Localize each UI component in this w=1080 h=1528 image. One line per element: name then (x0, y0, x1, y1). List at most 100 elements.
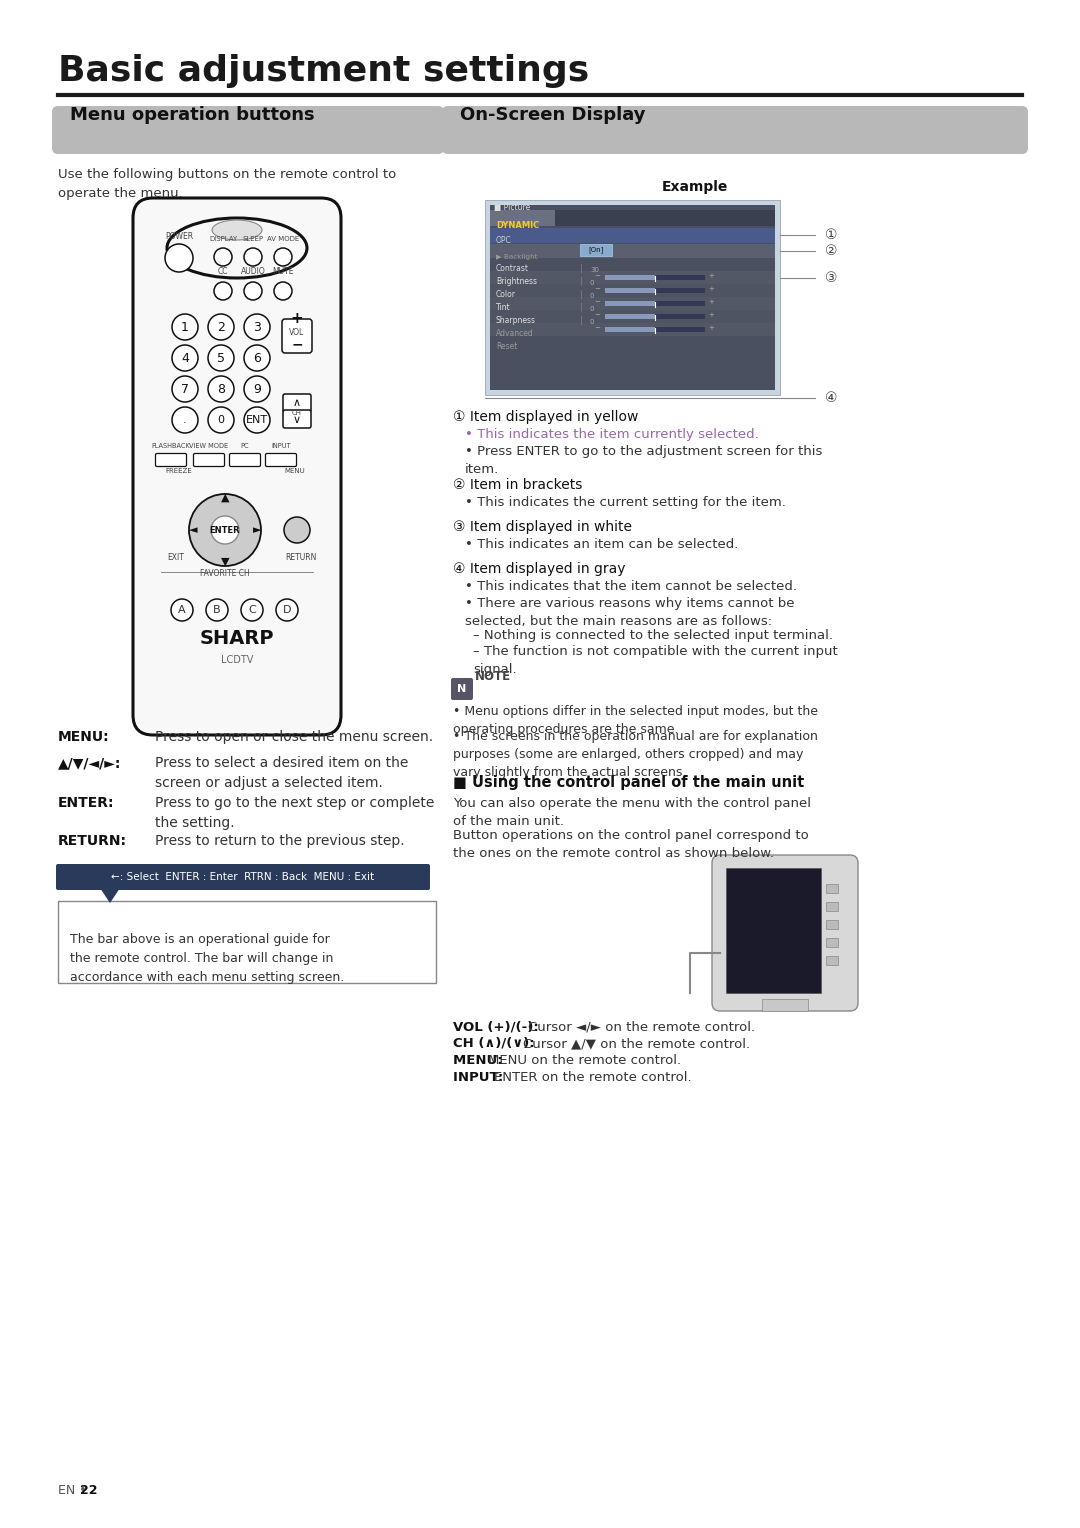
FancyBboxPatch shape (156, 454, 187, 466)
Text: ENTER: ENTER (210, 526, 241, 535)
Text: 0: 0 (217, 416, 225, 425)
Text: • The screens in the operation manual are for explanation
purposes (some are enl: • The screens in the operation manual ar… (453, 730, 818, 779)
Text: [On]: [On] (589, 246, 604, 254)
Text: AUDIO: AUDIO (241, 267, 266, 277)
Text: .: . (184, 416, 187, 425)
Text: Button operations on the control panel correspond to
the ones on the remote cont: Button operations on the control panel c… (453, 830, 809, 860)
Text: ←: Select  ENTER : Enter  RTRN : Back  MENU : Exit: ←: Select ENTER : Enter RTRN : Back MENU… (111, 872, 375, 882)
FancyBboxPatch shape (193, 454, 225, 466)
Text: |: | (580, 277, 582, 286)
Text: Example: Example (662, 180, 728, 194)
Text: 5: 5 (217, 351, 225, 365)
Text: ▼: ▼ (220, 558, 229, 567)
Text: INPUT:: INPUT: (453, 1071, 508, 1083)
Text: |: | (580, 290, 582, 299)
Text: B: B (213, 605, 220, 614)
Text: CC: CC (218, 267, 228, 277)
Bar (605, 313, 705, 319)
Polygon shape (100, 888, 120, 903)
Circle shape (244, 345, 270, 371)
Text: ■ Using the control panel of the main unit: ■ Using the control panel of the main un… (453, 775, 805, 790)
Text: Sharpness: Sharpness (496, 316, 536, 325)
Ellipse shape (212, 220, 262, 240)
FancyBboxPatch shape (712, 856, 858, 1012)
Circle shape (171, 599, 193, 620)
Text: Press to select a desired item on the
screen or adjust a selected item.: Press to select a desired item on the sc… (156, 756, 408, 790)
Bar (490, 296, 775, 310)
Circle shape (244, 248, 262, 266)
Circle shape (244, 406, 270, 432)
Circle shape (241, 599, 264, 620)
Text: +: + (708, 274, 714, 280)
Text: You can also operate the menu with the control panel
of the main unit.: You can also operate the menu with the c… (453, 798, 811, 828)
Circle shape (172, 376, 198, 402)
Text: ②: ② (825, 244, 837, 258)
Text: ③: ③ (825, 270, 837, 286)
Text: 9: 9 (253, 382, 261, 396)
Text: NOTE: NOTE (475, 669, 511, 683)
FancyBboxPatch shape (266, 454, 297, 466)
Text: INPUT: INPUT (271, 443, 291, 449)
FancyBboxPatch shape (229, 454, 260, 466)
Circle shape (208, 376, 234, 402)
Text: +: + (708, 299, 714, 306)
Text: MUTE: MUTE (272, 267, 294, 277)
Text: EN •: EN • (58, 1484, 91, 1497)
Text: −: − (594, 325, 600, 332)
Text: Use the following buttons on the remote control to
operate the menu.: Use the following buttons on the remote … (58, 168, 396, 200)
Circle shape (172, 313, 198, 341)
Circle shape (189, 494, 261, 565)
Text: RETURN:: RETURN: (58, 834, 127, 848)
Text: ENT: ENT (246, 416, 268, 425)
Bar (826, 902, 838, 911)
Text: −: − (594, 274, 600, 280)
Text: VOL: VOL (289, 327, 305, 336)
Bar (490, 270, 775, 284)
FancyBboxPatch shape (56, 863, 430, 889)
Text: Contrast: Contrast (496, 264, 529, 274)
Bar (726, 868, 821, 993)
Text: The bar above is an operational guide for
the remote control. The bar will chang: The bar above is an operational guide fo… (70, 934, 345, 984)
Text: DISPLAY: DISPLAY (208, 235, 238, 241)
Bar (605, 301, 654, 306)
Bar (826, 885, 838, 892)
FancyBboxPatch shape (133, 199, 341, 735)
FancyBboxPatch shape (282, 319, 312, 353)
Bar (490, 322, 775, 336)
FancyBboxPatch shape (283, 410, 311, 428)
Bar (605, 287, 654, 293)
Text: MENU:: MENU: (453, 1054, 508, 1067)
Text: Menu operation buttons: Menu operation buttons (70, 105, 314, 124)
Text: N: N (457, 685, 467, 694)
Circle shape (165, 244, 193, 272)
Text: • Press ENTER to go to the adjustment screen for this
item.: • Press ENTER to go to the adjustment sc… (465, 445, 822, 477)
FancyBboxPatch shape (52, 105, 444, 154)
Text: Press to go to the next step or complete
the setting.: Press to go to the next step or complete… (156, 796, 434, 830)
FancyBboxPatch shape (442, 105, 1028, 154)
Text: 7: 7 (181, 382, 189, 396)
Text: ▲/▼/◄/►:: ▲/▼/◄/►: (58, 756, 121, 770)
Text: MENU: MENU (285, 468, 306, 474)
Bar (490, 228, 775, 243)
Text: +: + (708, 325, 714, 332)
Text: ∧: ∧ (293, 397, 301, 408)
Text: D: D (283, 605, 292, 614)
Bar (490, 244, 775, 258)
Text: • This indicates the item currently selected.: • This indicates the item currently sele… (465, 428, 759, 442)
Bar (605, 327, 705, 332)
Text: +: + (291, 310, 303, 325)
Circle shape (214, 248, 232, 266)
Text: 22: 22 (80, 1484, 97, 1497)
Text: • Menu options differ in the selected input modes, but the
operating procedures : • Menu options differ in the selected in… (453, 704, 818, 736)
Text: −: − (594, 312, 600, 318)
Bar (490, 310, 775, 322)
Text: Cursor ▲/▼ on the remote control.: Cursor ▲/▼ on the remote control. (523, 1038, 750, 1050)
Circle shape (208, 406, 234, 432)
Circle shape (208, 345, 234, 371)
Text: A: A (178, 605, 186, 614)
Text: SHARP: SHARP (200, 630, 274, 648)
Text: EXIT: EXIT (167, 553, 184, 562)
Text: Color: Color (496, 290, 516, 299)
Text: – The function is not compatible with the current input
signal.: – The function is not compatible with th… (473, 645, 838, 675)
FancyBboxPatch shape (283, 394, 311, 413)
